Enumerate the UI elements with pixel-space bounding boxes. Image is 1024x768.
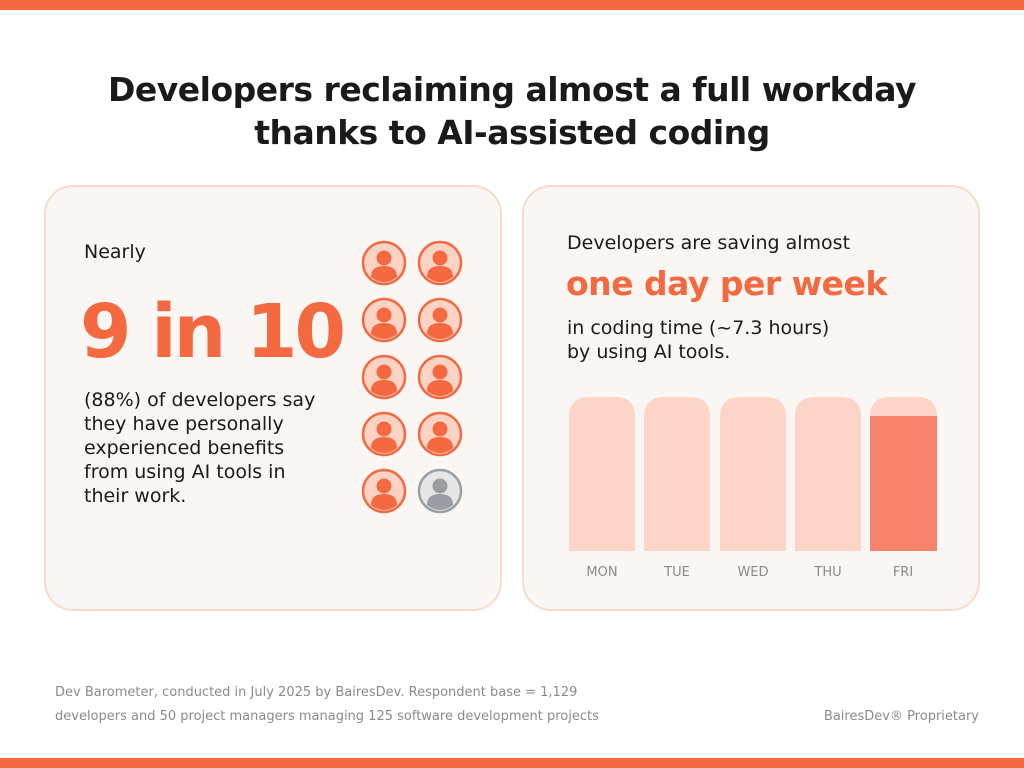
- stat: 9 in 10: [80, 289, 343, 375]
- body-line: from using AI tools in: [84, 461, 286, 483]
- body-line: in coding time (~7.3 hours): [567, 317, 829, 339]
- person-icon: [417, 297, 463, 343]
- body-line: they have personally: [84, 413, 284, 435]
- saved-fill: [870, 416, 937, 551]
- top-bar: [0, 0, 1024, 10]
- source-line: Dev Barometer, conducted in July 2025 by…: [55, 685, 577, 700]
- person-icon: [361, 411, 407, 457]
- person-icon: [361, 354, 407, 400]
- person-icon: [361, 468, 407, 514]
- day-label: MON: [586, 565, 617, 580]
- source-line: developers and 50 project managers manag…: [55, 709, 599, 724]
- body-line: their work.: [84, 485, 186, 507]
- day-bar: [720, 397, 786, 551]
- intro: Developers are saving almost: [567, 232, 850, 254]
- body-line: by using AI tools.: [567, 341, 730, 363]
- day-bar: [795, 397, 861, 551]
- person-icon: [361, 297, 407, 343]
- body-line: (88%) of developers say: [84, 389, 315, 411]
- person-icon-gray: [417, 468, 463, 514]
- day-label: FRI: [893, 565, 913, 580]
- person-icon: [417, 411, 463, 457]
- body-line: experienced benefits: [84, 437, 284, 459]
- title: thanks to AI-assisted coding: [254, 113, 770, 152]
- title: Developers reclaiming almost a full work…: [108, 70, 916, 109]
- day-label: TUE: [663, 565, 690, 580]
- day-bars: [569, 397, 937, 551]
- person-icon: [417, 354, 463, 400]
- lead: Nearly: [84, 241, 146, 263]
- person-icon: [417, 240, 463, 286]
- day-label: WED: [737, 565, 768, 580]
- day-bar: [569, 397, 635, 551]
- day-label: THU: [813, 565, 841, 580]
- bottom-bar: [0, 758, 1024, 768]
- person-icon: [361, 240, 407, 286]
- brand: BairesDev® Proprietary: [824, 709, 979, 724]
- highlight: one day per week: [566, 264, 888, 303]
- day-bar: [644, 397, 710, 551]
